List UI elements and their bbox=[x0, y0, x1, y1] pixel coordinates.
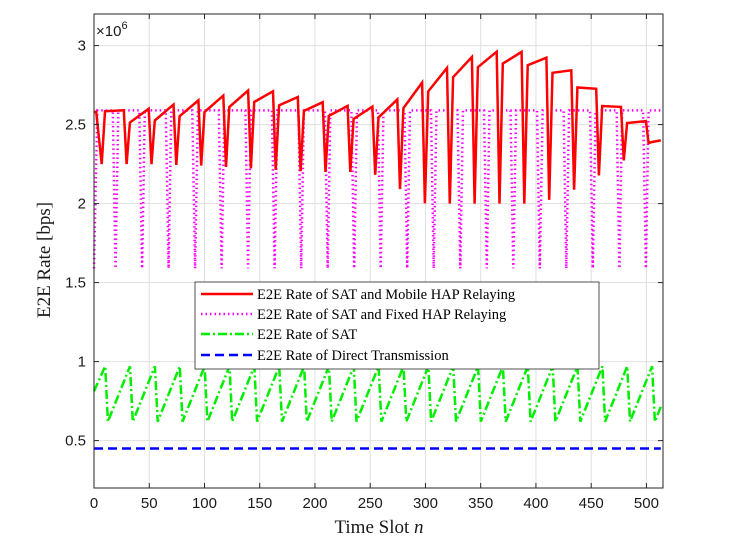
legend: E2E Rate of SAT and Mobile HAP Relaying … bbox=[194, 281, 600, 370]
y-axis-label: E2E Rate [bps] bbox=[34, 202, 55, 318]
y-tick-label: 0.5 bbox=[65, 433, 86, 450]
series-sat bbox=[92, 365, 662, 423]
x-tick-label: 50 bbox=[141, 495, 158, 512]
plot-area bbox=[93, 14, 663, 488]
series-mobile-hap bbox=[93, 49, 662, 204]
legend-label-sat: E2E Rate of SAT bbox=[257, 327, 357, 343]
x-axis-label: Time Slot n bbox=[334, 517, 423, 538]
series-layer bbox=[92, 49, 662, 450]
x-tick-label: 450 bbox=[579, 495, 604, 512]
x-tick-label: 200 bbox=[302, 495, 327, 512]
axes-box bbox=[93, 13, 664, 489]
axes: 0 50 100 150 200 250 300 350 400 450 500 0.5 1 1.5 2 2.… bbox=[65, 13, 664, 512]
y-tick-label: 1 bbox=[78, 354, 86, 371]
x-tick-label: 300 bbox=[413, 495, 438, 512]
x-tick-label: 400 bbox=[523, 495, 548, 512]
x-tick-label: 500 bbox=[634, 495, 659, 512]
y-tick-label: 2 bbox=[78, 196, 86, 213]
x-tick-label: 100 bbox=[192, 495, 217, 512]
y-multiplier-label: ×106 bbox=[96, 20, 128, 40]
x-tick-label: 150 bbox=[247, 495, 272, 512]
x-tick-label: 350 bbox=[468, 495, 493, 512]
legend-label-direct: E2E Rate of Direct Transmission bbox=[257, 348, 449, 364]
series-fixed-hap bbox=[92, 109, 661, 269]
y-tick-label: 2.5 bbox=[65, 117, 86, 134]
legend-label-mobile-hap: E2E Rate of SAT and Mobile HAP Relaying bbox=[257, 287, 515, 303]
legend-label-fixed-hap: E2E Rate of SAT and Fixed HAP Relaying bbox=[257, 307, 506, 323]
y-tick-label: 1.5 bbox=[65, 275, 86, 292]
x-tick-label: 250 bbox=[358, 495, 383, 512]
y-tick-label: 3 bbox=[78, 38, 86, 55]
x-tick-label: 0 bbox=[90, 495, 98, 512]
